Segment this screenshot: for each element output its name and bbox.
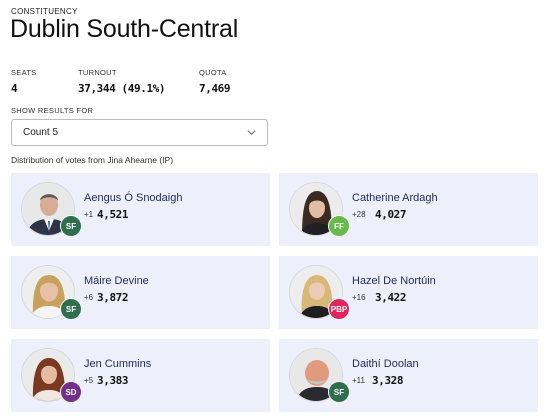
count-select[interactable]: Count 5: [11, 119, 268, 146]
vote-delta: +1: [84, 210, 94, 219]
turnout-label: TURNOUT: [78, 68, 117, 77]
seats-label: SEATS: [11, 68, 37, 77]
candidate-name: Daithí Doolan: [352, 358, 419, 370]
turnout-stat: TURNOUT 37,344 (49.1%): [78, 68, 166, 95]
candidate-name: Hazel De Nortúin: [352, 275, 436, 287]
vote-total: 3,383: [97, 374, 129, 387]
candidate-card[interactable]: SF Máire Devine +6 3,872: [11, 256, 270, 329]
candidate-card[interactable]: FF Catherine Ardagh +28 4,027: [279, 173, 538, 246]
candidate-card[interactable]: SD Jen Cummins +5 3,383: [11, 339, 270, 412]
candidate-name: Jen Cummins: [84, 358, 152, 370]
vote-delta: +6: [84, 293, 94, 302]
seats-stat: SEATS 4: [11, 68, 37, 95]
quota-value: 7,469: [199, 82, 231, 95]
seats-value: 4: [11, 82, 18, 95]
vote-total: 4,027: [375, 208, 407, 221]
party-badge: FF: [328, 215, 350, 237]
party-badge: SF: [60, 298, 82, 320]
candidate-card[interactable]: SF Daithí Doolan +11 3,328: [279, 339, 538, 412]
turnout-value: 37,344 (49.1%): [78, 82, 166, 95]
distribution-note: Distribution of votes from Jina Ahearne …: [11, 155, 174, 165]
count-select-value: Count 5: [23, 127, 59, 138]
vote-delta: +16: [352, 293, 366, 302]
vote-total: 3,328: [372, 374, 404, 387]
vote-total: 3,422: [375, 291, 407, 304]
party-badge: SF: [60, 215, 82, 237]
candidate-name: Catherine Ardagh: [352, 192, 438, 204]
party-badge: SF: [328, 381, 350, 403]
chevron-down-icon: [247, 130, 256, 136]
vote-total: 4,521: [97, 208, 129, 221]
quota-stat: QUOTA 7,469: [199, 68, 231, 95]
candidate-photo: [289, 348, 343, 402]
show-results-label: SHOW RESULTS FOR: [11, 106, 94, 115]
constituency-eyebrow: CONSTITUENCY: [11, 7, 78, 16]
party-badge: PBP: [328, 298, 350, 320]
vote-delta: +11: [352, 376, 365, 385]
vote-delta: +28: [352, 210, 366, 219]
candidate-name: Aengus Ó Snodaigh: [84, 192, 183, 204]
quota-label: QUOTA: [199, 68, 227, 77]
page-title: Dublin South-Central: [10, 15, 239, 43]
vote-delta: +5: [84, 376, 94, 385]
vote-total: 3,872: [97, 291, 129, 304]
party-badge: SD: [60, 381, 82, 403]
candidate-card[interactable]: PBP Hazel De Nortúin +16 3,422: [279, 256, 538, 329]
candidate-name: Máire Devine: [84, 275, 149, 287]
candidate-card[interactable]: SF Aengus Ó Snodaigh +1 4,521: [11, 173, 270, 246]
